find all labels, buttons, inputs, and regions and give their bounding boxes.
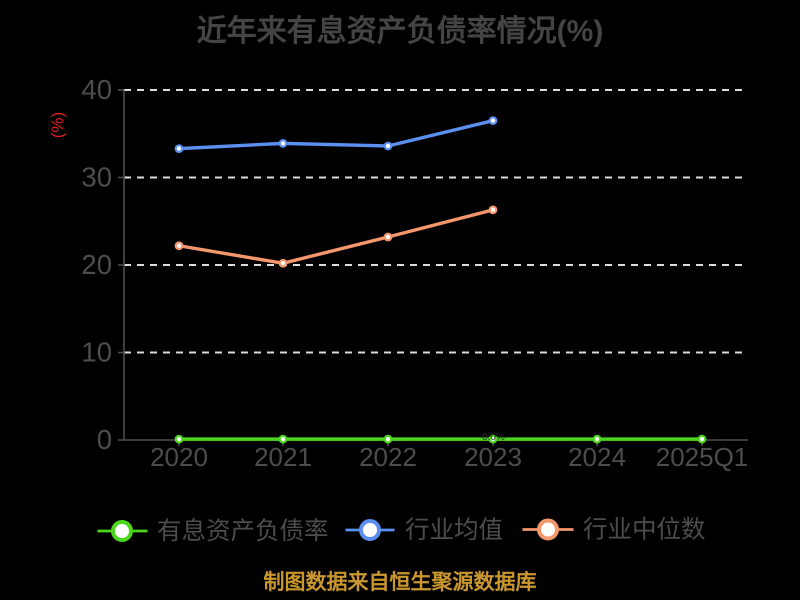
svg-text:(%): (%) [48, 112, 67, 138]
svg-text:2025Q1: 2025Q1 [656, 442, 749, 472]
svg-text:10: 10 [81, 337, 112, 368]
svg-text:0: 0 [97, 424, 112, 455]
svg-text:20: 20 [81, 249, 112, 280]
svg-text:2023: 2023 [464, 442, 522, 472]
svg-text:行业中位数: 行业中位数 [583, 516, 706, 544]
svg-text:行业均值: 行业均值 [405, 516, 503, 544]
svg-text:2022: 2022 [359, 442, 417, 472]
svg-text:2021: 2021 [254, 442, 312, 472]
svg-text:2020: 2020 [150, 442, 208, 472]
svg-text:40: 40 [81, 74, 112, 105]
svg-text:30: 30 [81, 162, 112, 193]
svg-text:有息资产负债率: 有息资产负债率 [157, 517, 329, 545]
svg-text:制图数据来自恒生聚源数据库: 制图数据来自恒生聚源数据库 [264, 570, 537, 594]
svg-text:2024: 2024 [568, 442, 626, 472]
svg-text:0.0%: 0.0% [482, 432, 505, 443]
